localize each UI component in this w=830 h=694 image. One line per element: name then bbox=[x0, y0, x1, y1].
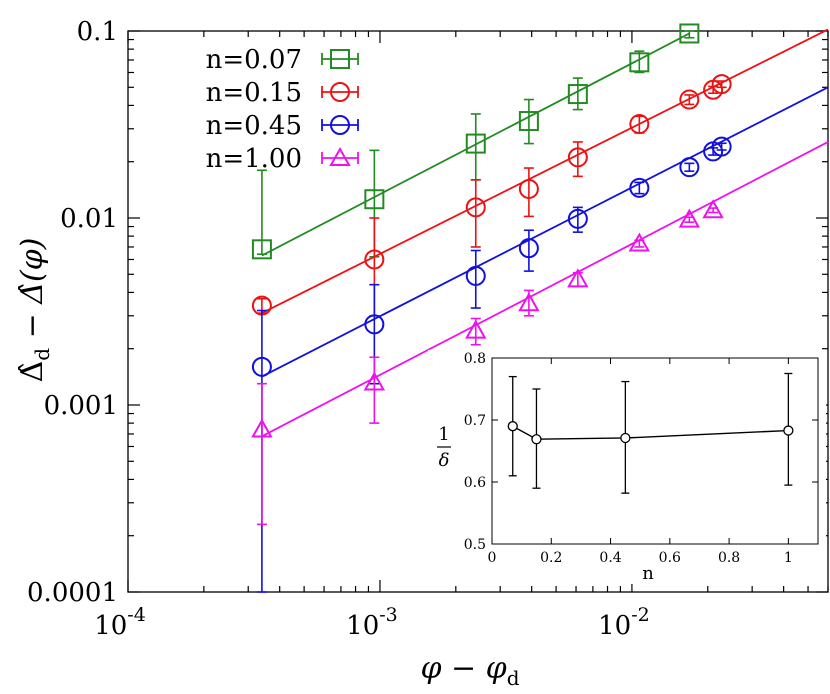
data-point bbox=[363, 371, 386, 391]
inset-x-tick-label: 0.4 bbox=[599, 550, 621, 566]
data-point bbox=[251, 418, 273, 438]
series-layer bbox=[251, 23, 829, 593]
data-point bbox=[629, 52, 650, 73]
data-point bbox=[251, 356, 272, 377]
inset-x-tick-label: 0.6 bbox=[659, 550, 681, 566]
y-tick-label: 0.0001 bbox=[27, 578, 118, 608]
y-axis-label-sub: d bbox=[30, 348, 54, 361]
legend-label: n=0.45 bbox=[206, 111, 302, 141]
y-axis-label-a: Δ̂ bbox=[15, 361, 50, 383]
x-tick-label-base: 10 bbox=[598, 611, 631, 641]
x-axis-label-main: φ − φ bbox=[420, 651, 506, 686]
data-point bbox=[364, 249, 385, 270]
x-axis-label: φ − φd bbox=[420, 651, 519, 690]
data-point bbox=[711, 136, 732, 157]
data-point bbox=[518, 238, 539, 259]
x-tick-label-exp: -3 bbox=[379, 604, 398, 626]
series-n=0.15 bbox=[251, 28, 829, 317]
data-point bbox=[330, 49, 350, 69]
data-point bbox=[518, 292, 540, 312]
inset-x-tick-label: 1 bbox=[784, 550, 793, 566]
legend-label: n=1.00 bbox=[206, 144, 302, 174]
data-point bbox=[567, 268, 589, 288]
data-point bbox=[567, 147, 588, 168]
inset-x-tick-label: 0 bbox=[488, 550, 497, 566]
data-point bbox=[702, 199, 724, 219]
x-tick-label-exp: -2 bbox=[631, 604, 650, 626]
x-tick-label-base: 10 bbox=[346, 611, 379, 641]
data-point bbox=[679, 89, 700, 110]
data-point bbox=[628, 232, 651, 252]
legend-label: n=0.15 bbox=[206, 78, 302, 108]
inset-y-tick-label: 0.5 bbox=[464, 537, 486, 553]
fit-line bbox=[261, 28, 829, 314]
inset-y-label-den: δ bbox=[439, 450, 450, 471]
inset-x-tick-label: 0.2 bbox=[540, 550, 562, 566]
data-point bbox=[629, 177, 650, 198]
inset-point bbox=[507, 421, 518, 432]
inset-y-label-num: 1 bbox=[438, 424, 449, 445]
data-point bbox=[679, 23, 700, 44]
x-tick-label: 10-3 bbox=[346, 604, 398, 641]
inset-line bbox=[512, 425, 789, 440]
x-axis-label-sub: d bbox=[507, 666, 520, 690]
data-point bbox=[567, 208, 588, 229]
data-point bbox=[329, 146, 351, 166]
fit-line bbox=[261, 141, 829, 438]
data-point bbox=[465, 319, 487, 339]
inset-point bbox=[531, 434, 542, 445]
x-tick-label: 10-2 bbox=[598, 604, 650, 641]
series-n=1.00 bbox=[251, 141, 829, 526]
inset-x-label: n bbox=[642, 563, 654, 584]
inset-y-tick-label: 0.7 bbox=[464, 413, 486, 429]
data-point bbox=[364, 314, 385, 335]
data-point bbox=[465, 265, 486, 286]
legend-label: n=0.07 bbox=[206, 45, 302, 75]
y-tick-label: 0.01 bbox=[60, 204, 118, 234]
y-axis-label-b: − Δ̂(φ) bbox=[15, 238, 50, 348]
y-axis-label: Δ̂d − Δ̂(φ) bbox=[15, 238, 54, 383]
data-point bbox=[518, 111, 539, 132]
data-point bbox=[330, 82, 350, 102]
data-point bbox=[518, 178, 539, 199]
inset-y-tick-label: 0.6 bbox=[464, 475, 486, 491]
series-n=0.07 bbox=[251, 23, 700, 260]
data-point bbox=[629, 114, 650, 135]
inset-point bbox=[783, 425, 794, 436]
data-point bbox=[679, 157, 700, 178]
series-n=0.45 bbox=[251, 86, 829, 593]
inset-point bbox=[620, 432, 631, 444]
x-tick-label-exp: -4 bbox=[127, 604, 146, 626]
data-point bbox=[711, 74, 732, 95]
inset-chart: 0 0.2 0.4 0.6 0.8 1 0.5 0.6 0.7 0.8 bbox=[428, 350, 826, 584]
data-point bbox=[567, 84, 588, 105]
x-tick-label-base: 10 bbox=[94, 611, 127, 641]
y-tick-label: 0.001 bbox=[44, 391, 118, 421]
inset-x-tick-label: 0.8 bbox=[718, 550, 740, 566]
plot-frame bbox=[127, 30, 829, 593]
data-point bbox=[364, 189, 385, 210]
data-point bbox=[465, 133, 486, 154]
inset-y-tick-label: 0.8 bbox=[464, 351, 486, 367]
data-point bbox=[330, 115, 350, 135]
fit-line bbox=[261, 86, 829, 378]
data-point bbox=[465, 197, 486, 218]
data-point bbox=[678, 208, 701, 228]
y-tick-label: 0.1 bbox=[77, 17, 118, 47]
data-point bbox=[251, 239, 272, 260]
inset-frame bbox=[491, 357, 819, 545]
x-tick-label: 10-4 bbox=[94, 604, 146, 641]
legend: n=0.07n=0.15n=0.45n=1.00 bbox=[206, 45, 359, 174]
